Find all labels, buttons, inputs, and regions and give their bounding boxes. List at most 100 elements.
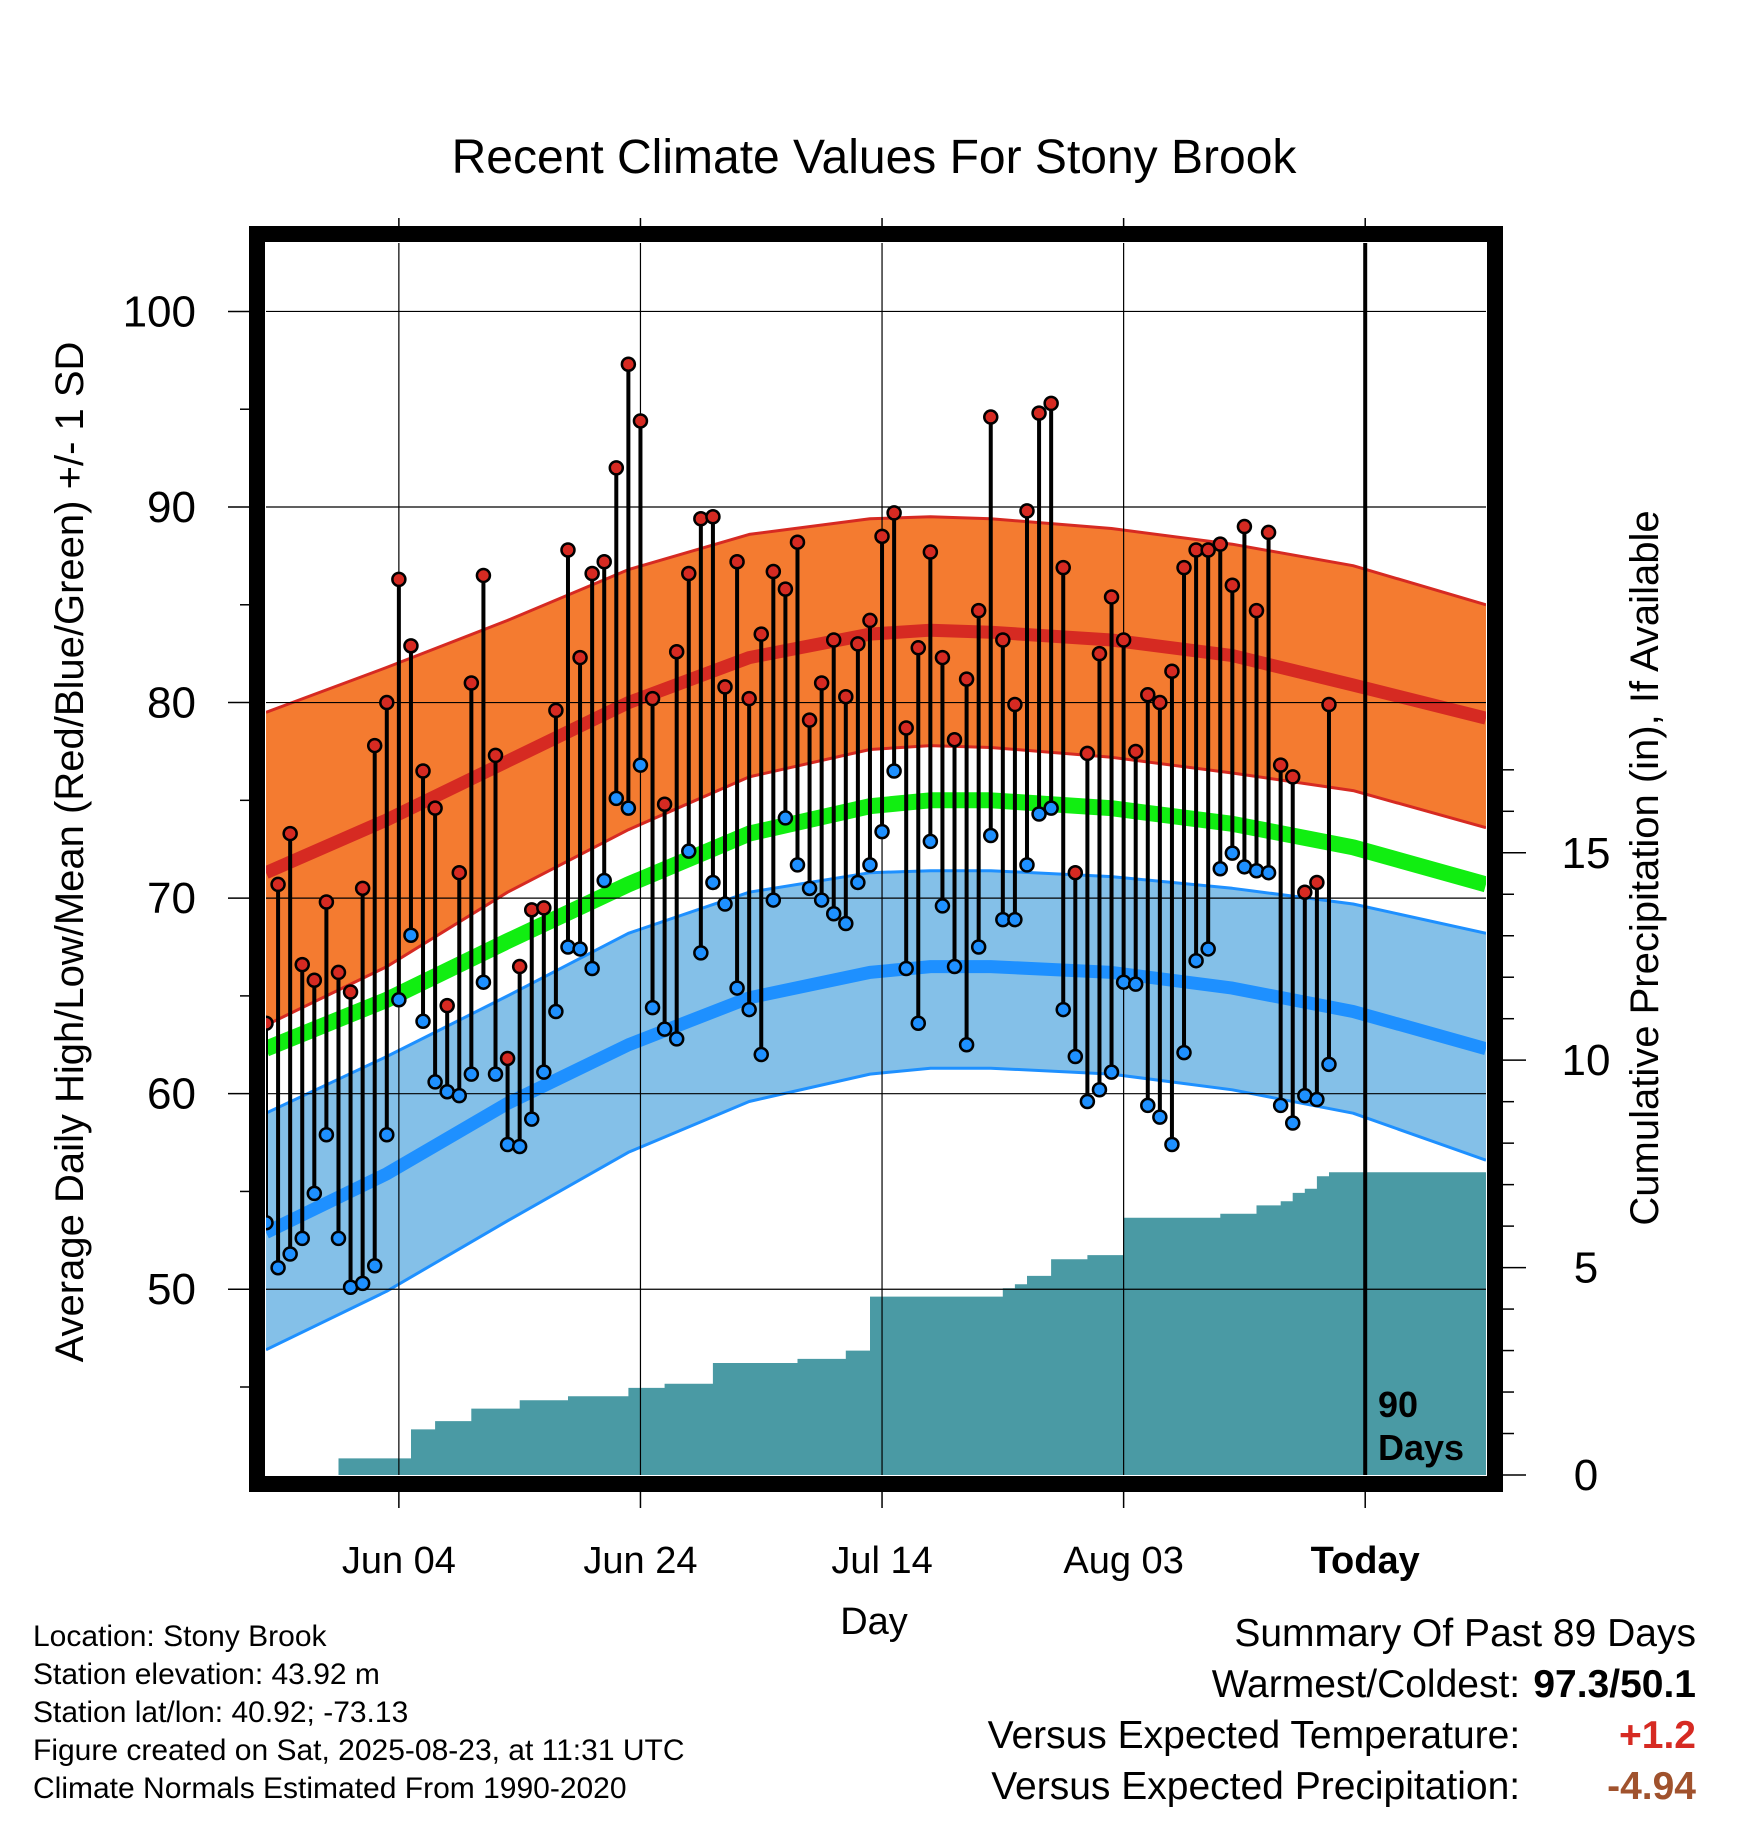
daily-low-point	[1224, 845, 1241, 861]
daily-low-point	[1212, 861, 1229, 877]
high-band-lower-edge	[266, 744, 1486, 1027]
daily-low-point	[1031, 806, 1047, 822]
daily-low-point	[681, 843, 697, 859]
daily-high-point	[789, 534, 806, 550]
daily-low-point	[620, 800, 637, 816]
daily-low-point	[427, 1074, 443, 1090]
daily-high-point	[681, 565, 697, 582]
daily-low-point	[1188, 952, 1204, 969]
y2-tick-label: 0	[1574, 1451, 1598, 1500]
daily-high-point	[1079, 745, 1096, 762]
daily-high-point	[354, 880, 371, 897]
daily-high-point	[1284, 769, 1301, 785]
daily-low-point	[1272, 1097, 1289, 1114]
daily-low-point	[487, 1066, 504, 1082]
daily-high-point	[330, 964, 347, 981]
daily-high-point	[644, 690, 661, 707]
daily-high-point	[777, 581, 794, 597]
chart-title: Recent Climate Values For Stony Brook	[452, 131, 1298, 184]
daily-low-point	[1248, 862, 1265, 879]
daily-low-point	[511, 1138, 528, 1155]
daily-high-point	[572, 649, 588, 666]
daily-high-point	[1043, 395, 1059, 412]
daily-high-point	[838, 688, 854, 705]
daily-low-point	[789, 857, 806, 873]
daily-low-point	[922, 833, 939, 850]
daily-low-point	[266, 1214, 274, 1231]
daily-low-point	[656, 1021, 673, 1037]
daily-low-point	[1055, 1001, 1071, 1018]
daily-high-point	[1212, 536, 1229, 552]
y-tick-label: 90	[147, 483, 196, 532]
y2-tick-label: 5	[1574, 1244, 1598, 1293]
daily-high-point	[874, 528, 890, 545]
summary-temp-row: Versus Expected Temperature: +1.2	[988, 1710, 1696, 1761]
info-created: Figure created on Sat, 2025-08-23, at 11…	[33, 1734, 685, 1767]
daily-low-point	[451, 1087, 468, 1104]
warm-cold-value: 97.3/50.1	[1533, 1663, 1696, 1706]
daily-low-point	[1067, 1048, 1084, 1065]
daily-low-point	[1103, 1064, 1120, 1080]
daily-high-point	[1236, 518, 1253, 535]
y-tick-label: 70	[147, 874, 196, 923]
daily-high-point	[801, 712, 818, 728]
daily-high-point	[1297, 884, 1313, 900]
daily-low-point	[1043, 800, 1059, 816]
warm-cold-label: Warmest/Coldest:	[1211, 1663, 1521, 1706]
daily-low-point	[608, 790, 625, 807]
high-normal-line	[266, 623, 1486, 879]
daily-low-point	[1127, 976, 1144, 992]
daily-high-point	[1164, 663, 1180, 680]
daily-high-point	[705, 509, 721, 525]
daily-low-point	[560, 939, 576, 955]
summary-heading: Summary Of Past 89 Days	[1234, 1612, 1696, 1655]
daily-low-point	[1140, 1097, 1156, 1114]
y-tick-label: 100	[123, 287, 196, 336]
daily-low-point	[765, 892, 782, 908]
daily-high-point	[825, 632, 842, 648]
daily-high-point	[511, 958, 528, 975]
daily-high-point	[523, 902, 540, 918]
daily-low-point	[499, 1136, 516, 1153]
daily-low-point	[572, 941, 588, 957]
daily-high-point	[886, 505, 902, 521]
info-latlon: Station lat/lon: 40.92; -73.13	[33, 1696, 409, 1729]
daily-low-point	[874, 823, 890, 840]
daily-high-point	[306, 972, 323, 988]
daily-high-point	[970, 602, 987, 619]
daily-high-point	[487, 747, 504, 764]
daily-low-point	[1321, 1056, 1337, 1073]
y-tick-label: 50	[147, 1265, 196, 1314]
daily-high-point	[366, 737, 383, 754]
daily-high-point	[584, 565, 600, 582]
x-tick-label: Today	[1311, 1540, 1420, 1582]
daily-high-point	[1067, 864, 1084, 881]
daily-low-point	[1309, 1091, 1325, 1108]
daily-high-point	[1152, 694, 1168, 711]
daily-high-point	[632, 413, 649, 429]
daily-low-point	[838, 915, 854, 932]
daily-low-point	[1200, 941, 1216, 957]
daily-high-point	[717, 679, 733, 695]
daily-high-point	[294, 956, 310, 973]
y2-tick-label: 15	[1562, 829, 1611, 878]
daily-low-point	[753, 1046, 769, 1063]
daily-high-point	[765, 563, 782, 580]
y-tick-label: 60	[147, 1070, 196, 1119]
station-info: Location: Stony Brook Station elevation:…	[33, 1618, 685, 1808]
daily-high-point	[1091, 645, 1108, 662]
daily-high-point	[898, 720, 914, 736]
summary-precip-row: Versus Expected Precipitation: -4.94	[988, 1761, 1696, 1812]
daily-high-point	[463, 675, 480, 691]
daily-high-point	[1031, 405, 1047, 421]
today-days-count: 90	[1378, 1384, 1418, 1425]
low-band-upper-edge	[266, 869, 1486, 1115]
daily-high-point	[1127, 743, 1144, 760]
info-location: Location: Stony Brook	[33, 1620, 327, 1653]
daily-high-point	[1019, 503, 1035, 519]
daily-high-point	[922, 544, 939, 560]
daily-low-point	[813, 892, 830, 908]
daily-high-point	[379, 694, 395, 711]
daily-low-point	[729, 980, 745, 996]
